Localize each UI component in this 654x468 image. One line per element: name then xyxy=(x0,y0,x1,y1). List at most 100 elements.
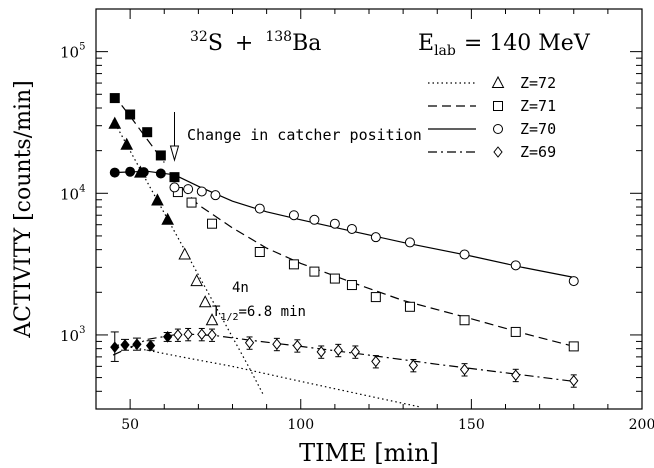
point-filled-z-69 xyxy=(145,339,156,352)
y-tick-base: 10 xyxy=(60,185,79,203)
point-open-z-70 xyxy=(169,182,180,193)
x-tick-label: 50 xyxy=(121,417,139,433)
energy-value: = 140 MeV xyxy=(464,31,591,56)
point-open-z-69 xyxy=(207,329,217,341)
point-open-z-71 xyxy=(186,197,197,208)
fit-decay-z-69 xyxy=(112,343,421,408)
point-filled-z-69 xyxy=(110,341,120,353)
legend-label-z-69: Z=69 xyxy=(520,143,556,161)
point-open-z-70 xyxy=(346,223,357,234)
point-filled-z-71 xyxy=(155,150,166,161)
point-open-z-69 xyxy=(408,359,419,372)
point-open-z-70 xyxy=(254,203,265,214)
halflife-annotation: T1/2=6.8 min xyxy=(212,304,306,323)
point-filled-z-72 xyxy=(151,193,164,206)
point-open-z-70 xyxy=(404,237,415,248)
y-tick-exponent: 4 xyxy=(79,183,85,194)
legend-marker-z-70 xyxy=(493,124,503,134)
point-open-z-69 xyxy=(333,344,343,357)
point-open-z-69 xyxy=(511,369,521,381)
point-open-z-71 xyxy=(459,315,470,326)
title-plus: + xyxy=(235,31,253,56)
point-open-z-69 xyxy=(316,346,326,358)
point-open-z-69 xyxy=(292,339,302,352)
catcher-annotation: Change in catcher position xyxy=(187,126,422,144)
title-elem2: Ba xyxy=(292,31,321,56)
point-open-z-70 xyxy=(568,276,579,287)
legend-marker-z-71 xyxy=(493,101,503,111)
y-tick-exponent: 3 xyxy=(79,325,85,336)
y-tick-label: 105 xyxy=(60,42,85,62)
point-open-z-71 xyxy=(510,326,521,337)
legend-label-z-71: Z=71 xyxy=(520,97,556,115)
point-filled-z-70 xyxy=(125,166,136,177)
plot-frame xyxy=(95,8,643,410)
point-open-z-69 xyxy=(183,328,193,341)
data-points xyxy=(108,93,579,388)
channel-annotation: 4n xyxy=(232,280,249,296)
legend-label-z-72: Z=72 xyxy=(520,74,556,92)
point-open-z-69 xyxy=(371,355,381,368)
point-open-z-71 xyxy=(329,273,340,284)
point-open-z-69 xyxy=(197,328,207,341)
point-filled-z-69 xyxy=(120,339,130,351)
point-open-z-71 xyxy=(404,301,415,312)
point-open-z-72 xyxy=(205,313,219,326)
point-open-z-70 xyxy=(309,214,320,225)
y-tick-label: 103 xyxy=(60,325,85,345)
fit-growth-z-69 xyxy=(112,333,574,382)
point-filled-z-69 xyxy=(132,338,142,351)
x-tick-label: 100 xyxy=(287,417,314,433)
point-open-z-72 xyxy=(178,247,192,260)
halflife-value: =6.8 min xyxy=(239,304,306,320)
tick-marks xyxy=(95,8,643,410)
point-open-z-69 xyxy=(459,363,470,376)
y-tick-label: 104 xyxy=(60,183,85,203)
x-tick-label: 150 xyxy=(458,417,485,433)
point-open-z-71 xyxy=(568,341,579,352)
point-filled-z-69 xyxy=(163,331,173,343)
halflife-prefix: T xyxy=(212,304,221,320)
legend-marker-z-72 xyxy=(491,75,505,88)
point-filled-z-70 xyxy=(155,168,166,179)
fit-curve-z-71-early xyxy=(112,93,165,163)
catcher-arrow-head xyxy=(169,145,180,162)
point-open-z-71 xyxy=(254,247,265,258)
catcher-arrow xyxy=(169,112,180,162)
point-open-z-69 xyxy=(173,329,183,341)
y-axis-label: ACTIVITY [counts/min] xyxy=(11,80,36,339)
title-elem1: S xyxy=(208,31,223,56)
legend: Z=72 Z=71 Z=70 Z=69 xyxy=(428,74,556,161)
energy-prefix: E xyxy=(418,31,434,56)
point-open-z-70 xyxy=(196,186,207,197)
point-open-z-71 xyxy=(288,259,299,270)
point-filled-z-71 xyxy=(109,93,120,104)
fit-curve-z-71-late xyxy=(180,186,574,347)
point-open-z-71 xyxy=(309,266,320,277)
y-tick-base: 10 xyxy=(60,327,79,345)
energy-label: Elab = 140 MeV xyxy=(418,31,591,59)
point-open-z-72 xyxy=(190,274,203,287)
point-open-z-70 xyxy=(210,190,221,201)
legend-label-z-70: Z=70 xyxy=(520,120,556,138)
point-open-z-70 xyxy=(288,210,299,221)
halflife-subscript: 1/2 xyxy=(220,312,238,323)
legend-marker-z-69 xyxy=(493,146,503,158)
x-axis-label: TIME [min] xyxy=(299,439,439,467)
point-filled-z-71 xyxy=(169,172,180,183)
point-filled-z-70 xyxy=(138,167,149,178)
point-open-z-69 xyxy=(569,374,579,387)
x-tick-label: 200 xyxy=(629,417,654,433)
point-open-z-71 xyxy=(207,218,218,229)
point-open-z-69 xyxy=(244,336,255,349)
title-mass1: 32 xyxy=(190,29,208,45)
point-open-z-70 xyxy=(459,249,470,260)
point-open-z-69 xyxy=(350,346,360,358)
point-open-z-71 xyxy=(370,292,381,303)
energy-subscript: lab xyxy=(434,43,456,59)
chart-title: 32S +138Ba xyxy=(190,29,321,56)
point-open-z-71 xyxy=(346,280,357,291)
point-filled-z-72 xyxy=(161,212,174,225)
